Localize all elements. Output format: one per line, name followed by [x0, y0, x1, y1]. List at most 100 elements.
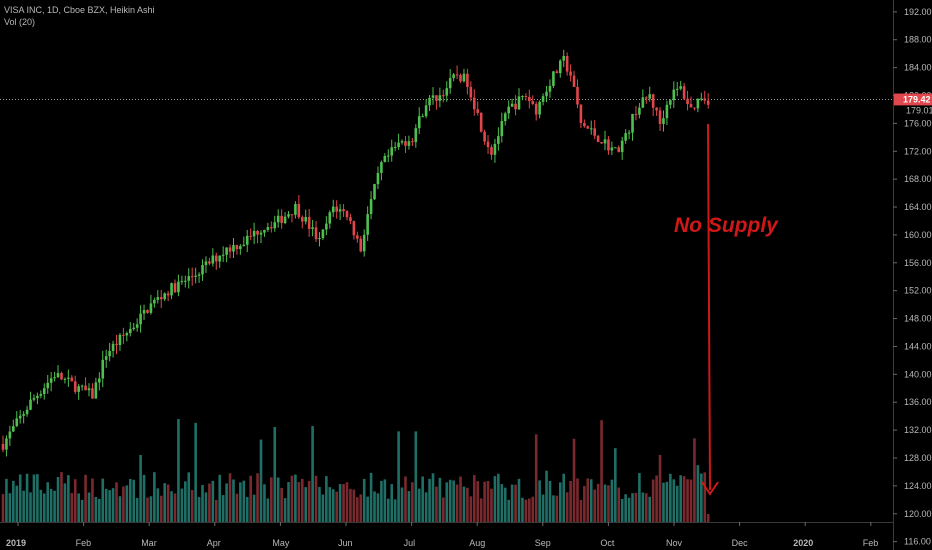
candle-body	[115, 343, 118, 346]
y-tick-label: 120.00	[904, 509, 932, 519]
volume-bar	[331, 489, 335, 522]
price-tag	[894, 105, 932, 117]
volume-bar	[500, 484, 504, 522]
volume-bar	[125, 485, 129, 522]
candle-body	[562, 55, 566, 61]
volume-bar	[359, 494, 363, 522]
volume-bar	[156, 488, 160, 522]
candle-body	[583, 122, 586, 127]
volume-bar	[42, 493, 46, 522]
candle-body	[514, 103, 517, 110]
volume-bar	[514, 484, 517, 522]
volume-bar	[490, 488, 493, 522]
volume-bar	[689, 479, 693, 522]
volume-bar	[462, 486, 466, 522]
x-tick-label: May	[272, 538, 290, 548]
volume-bar	[335, 491, 338, 522]
candle-body	[679, 86, 682, 89]
candle-body	[211, 255, 215, 264]
volume-bar	[393, 499, 397, 522]
volume-bar	[153, 472, 156, 522]
volume-bar	[366, 496, 369, 522]
volume-bar	[586, 478, 590, 522]
volume-bar	[442, 497, 445, 522]
volume-bar	[146, 497, 149, 522]
volume-bar	[63, 483, 67, 522]
candle-body	[448, 78, 452, 89]
last-price-label: 179.42	[903, 95, 931, 105]
volume-bar	[620, 498, 624, 522]
volume-bar	[593, 489, 596, 522]
volume-bar	[159, 495, 163, 522]
volume-bar	[407, 491, 411, 522]
volume-bar	[70, 493, 74, 522]
candle-body	[87, 388, 91, 391]
candle-body	[620, 140, 624, 153]
candle-body	[493, 143, 497, 155]
candle-body	[128, 328, 132, 334]
candle-body	[675, 88, 679, 90]
candle-body	[101, 359, 105, 379]
candle-body	[631, 113, 634, 133]
candle-body	[156, 297, 160, 300]
volume-bar	[369, 472, 373, 522]
candle-body	[490, 147, 493, 155]
candle-body	[555, 71, 559, 74]
volume-bar	[651, 479, 655, 522]
volume-bar	[665, 481, 669, 522]
volume-bar	[469, 496, 473, 522]
candle-body	[245, 235, 249, 245]
volume-bar	[118, 496, 122, 522]
candle-body	[184, 280, 187, 282]
candle-body	[545, 91, 548, 97]
volume-bar	[218, 474, 222, 522]
candle-body	[1, 444, 5, 450]
price-label: 179.01	[906, 105, 932, 115]
candle-body	[283, 216, 287, 224]
volume-bar	[15, 485, 19, 522]
candle-body	[500, 121, 504, 137]
candle-body	[218, 255, 222, 262]
candle-body	[362, 234, 366, 252]
candle-body	[610, 147, 614, 151]
candle-body	[204, 261, 208, 266]
volume-bar	[67, 475, 70, 522]
y-tick-label: 132.00	[904, 425, 932, 435]
volume-bar	[431, 473, 435, 522]
y-tick-label: 176.00	[904, 118, 932, 128]
volume-bar	[194, 422, 197, 522]
y-tick-label: 128.00	[904, 453, 932, 463]
candle-body	[177, 281, 180, 293]
volume-bar	[190, 489, 194, 522]
volume-bar	[558, 482, 562, 522]
volume-bar	[135, 497, 139, 522]
candle-body	[665, 104, 669, 119]
y-tick-label: 116.00	[904, 537, 931, 547]
y-tick-label: 136.00	[904, 397, 932, 407]
candle-body	[149, 303, 153, 313]
candle-body	[417, 116, 421, 129]
candle-body	[349, 217, 352, 222]
candle-body	[67, 377, 70, 379]
volume-bar	[18, 474, 22, 522]
candle-body	[593, 128, 596, 136]
candle-body	[153, 299, 156, 304]
volume-bar	[400, 487, 404, 522]
candle-body	[201, 265, 204, 275]
candle-body	[472, 97, 476, 110]
candle-body	[63, 378, 67, 380]
symbol-header: VISA INC, 1D, Cboe BZX, Heikin Ashi	[4, 5, 155, 15]
candle-body	[328, 212, 332, 224]
candle-body	[208, 261, 211, 264]
candle-body	[476, 109, 480, 113]
volume-bar	[576, 478, 579, 522]
candle-body	[579, 104, 583, 123]
candle-body	[139, 313, 142, 325]
volume-bar	[638, 473, 641, 522]
y-tick-label: 188.00	[904, 35, 932, 45]
no-supply-arrow-shaft	[707, 123, 711, 491]
candle-body	[36, 395, 39, 399]
volume-bar	[686, 479, 689, 522]
